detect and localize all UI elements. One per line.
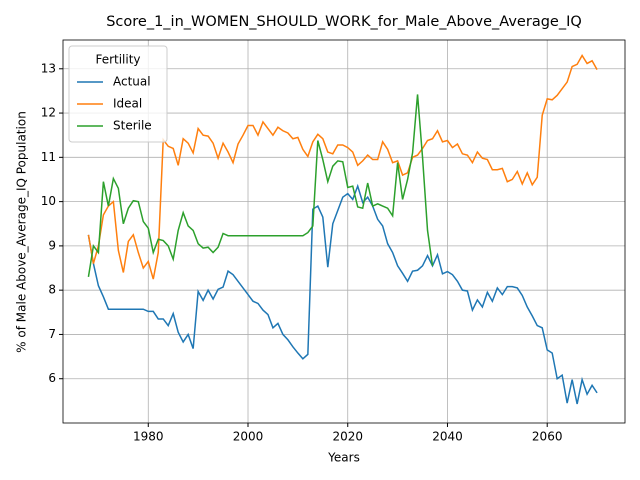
legend-label: Ideal: [113, 97, 142, 111]
x-tick-label: 2020: [332, 430, 363, 444]
y-tick-label: 9: [48, 238, 56, 252]
y-tick-label: 13: [41, 61, 56, 75]
plot-frame: [62, 39, 626, 424]
x-tick-label: 1980: [133, 430, 164, 444]
x-tick-label: 2040: [432, 430, 463, 444]
chart-title: Score_1_in_WOMEN_SHOULD_WORK_for_Male_Ab…: [106, 14, 582, 30]
legend-title: Fertility: [95, 53, 140, 67]
y-tick-label: 6: [48, 371, 56, 385]
x-axis-label: Years: [327, 451, 360, 465]
y-tick-label: 11: [41, 150, 56, 164]
y-tick-label: 12: [41, 106, 56, 120]
legend: Fertility Actual Ideal Sterile: [68, 45, 168, 143]
line-series: [87, 94, 434, 277]
x-tick-label: 2000: [233, 430, 264, 444]
legend-label: Actual: [113, 75, 151, 89]
line-series: [87, 54, 598, 280]
y-tick-label: 7: [48, 327, 56, 341]
legend-label: Sterile: [113, 119, 152, 133]
legend-box: [68, 45, 168, 143]
y-axis-label: % of Male Above_Average_IQ Population: [15, 111, 29, 353]
line-series: [87, 183, 598, 405]
y-tick-label: 8: [48, 283, 56, 297]
y-tick-label: 10: [41, 194, 56, 208]
x-tick-label: 2060: [532, 430, 563, 444]
